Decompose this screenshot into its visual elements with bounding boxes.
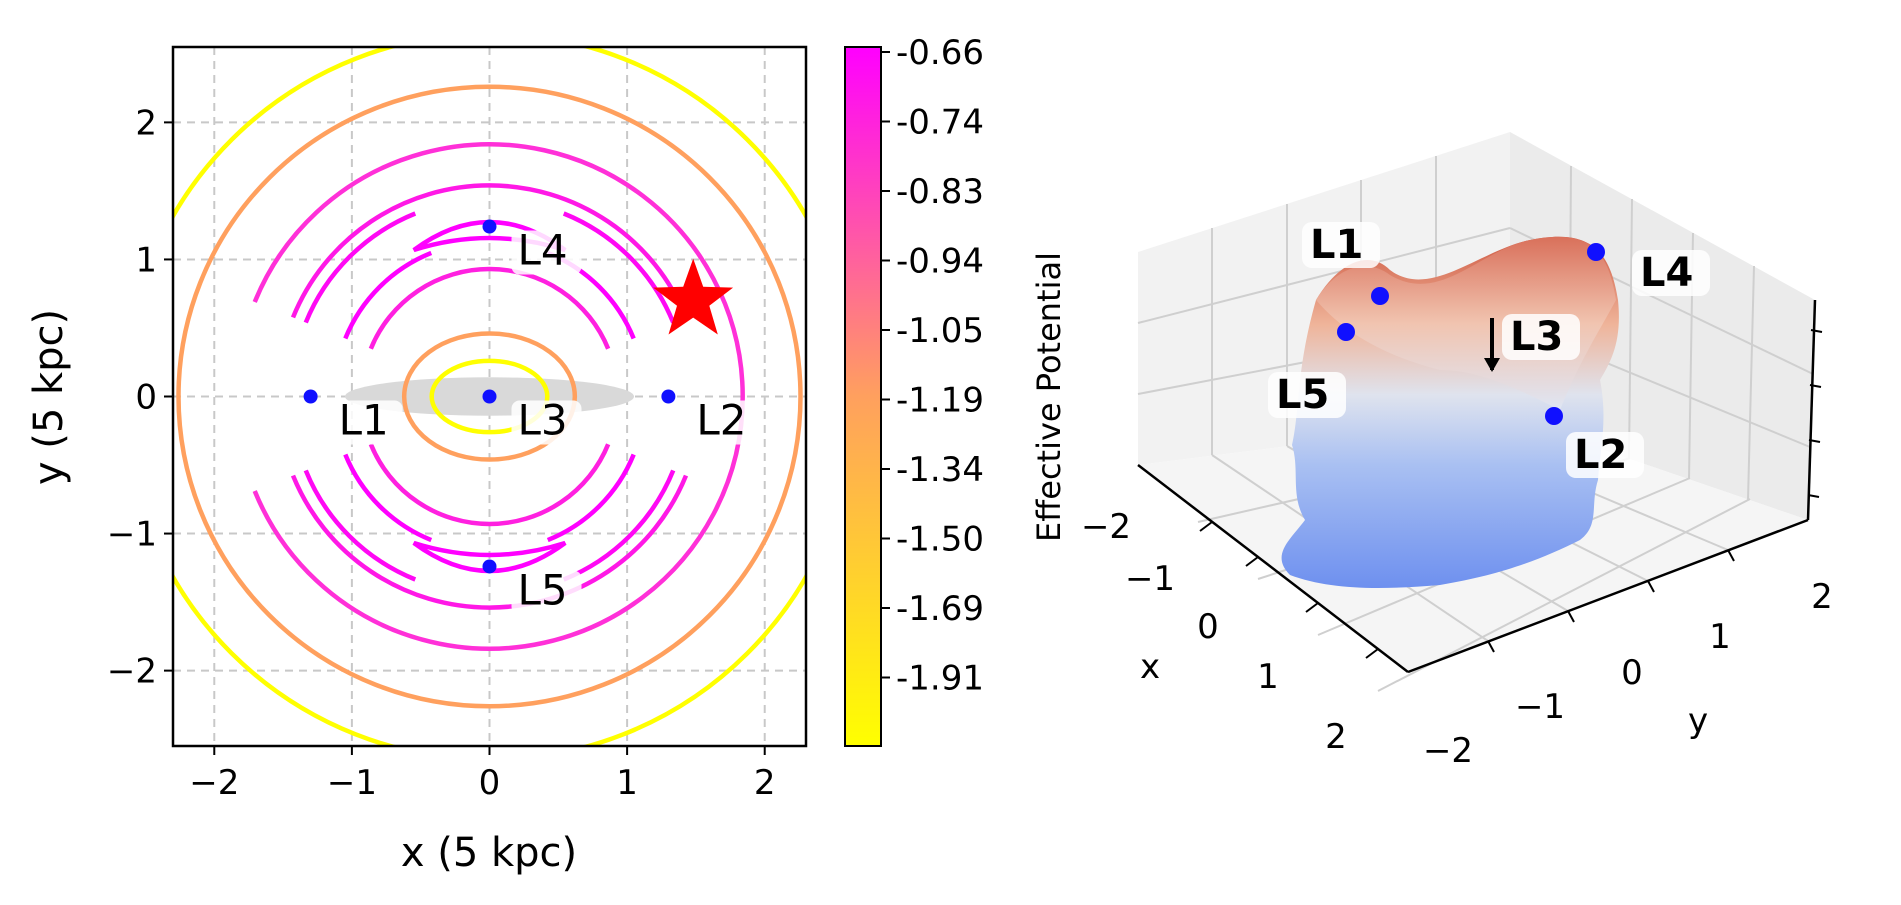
lagrange-point-label: L3	[518, 396, 568, 445]
y-tick-label: −2	[107, 652, 157, 692]
surface-ridge	[1316, 236, 1616, 410]
y-tick-label: 2	[135, 103, 157, 143]
surface-axes	[1137, 299, 1817, 674]
contour-line	[412, 540, 567, 574]
label-box	[1566, 432, 1644, 478]
surface-y-ticks: −2 −1 0 1 2	[1423, 577, 1833, 771]
surface-lagrange-point	[1587, 243, 1605, 261]
surface-y-tick-label: −2	[1423, 731, 1473, 771]
label-box	[690, 400, 761, 445]
surface-x-tick-label: −2	[1081, 507, 1131, 547]
colorbar: -0.66 -0.74 -0.83 -0.94 -1.05 -1.19 -1.34 -1.50…	[844, 33, 1068, 747]
surface-x-tick-label: −1	[1125, 559, 1175, 599]
x-tick-label: 1	[616, 763, 638, 803]
label-box	[511, 230, 582, 275]
colorbar-gradient	[844, 46, 882, 747]
lagrange-point-label: L5	[518, 565, 568, 614]
colorbar-tick-label: -0.74	[896, 103, 984, 143]
contour-line	[429, 358, 550, 435]
y-tick-label: 1	[135, 240, 157, 280]
x-tick-label: −1	[327, 763, 377, 803]
lagrange-point-label: L4	[518, 226, 568, 275]
surface-y-label: y	[1688, 701, 1708, 741]
surface-x-ticks: −2 −1 01 2	[1081, 507, 1347, 757]
surface-lagrange-point	[1371, 287, 1389, 305]
contour-line	[546, 453, 636, 543]
colorbar-tick-label: -1.05	[896, 311, 984, 351]
surface-x-tick-label: 1	[1257, 657, 1279, 697]
label-box	[511, 400, 582, 445]
surface-x-label: x	[1140, 647, 1160, 687]
lagrange-point	[482, 389, 497, 404]
x-ticks: −2 −1 0 1 2	[189, 746, 776, 803]
surface-y-tick-label: 0	[1621, 653, 1643, 693]
lagrange-point-label: L1	[339, 396, 389, 445]
contour-plot: L1 L2 L3 L4 L5 −2 −1 0 1 2 −2 −1 0 1 2 x (5 kpc) y (…	[26, 45, 808, 876]
surface-y-tick-label: 1	[1709, 617, 1731, 657]
label-box	[1632, 250, 1710, 296]
x-tick-label: −2	[189, 763, 239, 803]
colorbar-ticks: -0.66 -0.74 -0.83 -0.94 -1.05 -1.19 -1.34 -1.50…	[881, 33, 984, 699]
contour-line	[290, 183, 689, 319]
contour-line	[343, 250, 433, 340]
surface-point-label: L2	[1574, 432, 1627, 478]
colorbar-tick-label: -1.50	[896, 520, 984, 560]
star-marker	[653, 258, 734, 335]
surface-lagrange-points: L1 L2 L3 L4 L5	[1268, 222, 1710, 478]
surface-lagrange-point	[1337, 323, 1355, 341]
surface-y-tick-label: −1	[1515, 687, 1565, 727]
x-axis-label: x (5 kpc)	[401, 830, 577, 876]
lagrange-point	[303, 389, 318, 404]
contour-line	[176, 84, 803, 709]
contour-line	[252, 142, 745, 651]
lagrange-point	[661, 389, 676, 404]
lagrange-point-label: L2	[696, 396, 746, 445]
y-axis-label: y (5 kpc)	[26, 309, 72, 485]
contour-line	[562, 211, 676, 324]
surface-point-label: L4	[1640, 250, 1693, 296]
surface-x-tick-label: 0	[1197, 607, 1219, 647]
y-tick-label: 0	[135, 378, 157, 418]
surface-point-label: L3	[1510, 314, 1563, 360]
l3-arrowhead	[1484, 358, 1500, 372]
contour-line	[303, 469, 417, 582]
colorbar-tick-label: -0.83	[896, 172, 984, 212]
lagrange-point	[482, 559, 497, 574]
label-box	[1502, 314, 1580, 360]
lagrange-point	[482, 219, 497, 234]
y-tick-label: −1	[107, 515, 157, 555]
contour-line	[343, 453, 433, 543]
surface-lagrange-point	[1545, 407, 1563, 425]
y-ticks: −2 −1 0 1 2	[107, 103, 173, 692]
colorbar-tick-label: -1.34	[896, 450, 984, 490]
surface-x-tick-label: 2	[1325, 717, 1347, 757]
contour-line	[303, 211, 417, 324]
contour-line	[562, 469, 676, 582]
colorbar-label: Effective Potential	[1030, 252, 1068, 542]
lagrange-point-labels: L1 L2 L3 L4 L5	[332, 226, 761, 615]
contour-line	[290, 474, 689, 610]
label-box	[1268, 372, 1346, 418]
lagrange-points	[303, 219, 676, 574]
colorbar-tick-label: -1.69	[896, 589, 984, 629]
contour-line	[368, 266, 611, 350]
contour-lines	[173, 47, 806, 746]
contour-line	[401, 331, 578, 462]
x-tick-label: 0	[479, 763, 501, 803]
colorbar-tick-label: -0.94	[896, 242, 984, 282]
colorbar-tick-label: -1.91	[896, 659, 984, 699]
colorbar-tick-label: -1.19	[896, 381, 984, 421]
label-box	[511, 570, 582, 615]
surface-point-label: L1	[1310, 222, 1363, 268]
surface-y-tick-label: 2	[1811, 577, 1833, 617]
colorbar-tick-label: -0.66	[896, 33, 984, 73]
label-box	[1302, 222, 1380, 268]
contour-line	[368, 443, 611, 527]
x-tick-label: 2	[754, 763, 776, 803]
label-box	[332, 400, 403, 445]
surface-point-label: L5	[1276, 372, 1329, 418]
surface-ticks	[1199, 329, 1823, 659]
